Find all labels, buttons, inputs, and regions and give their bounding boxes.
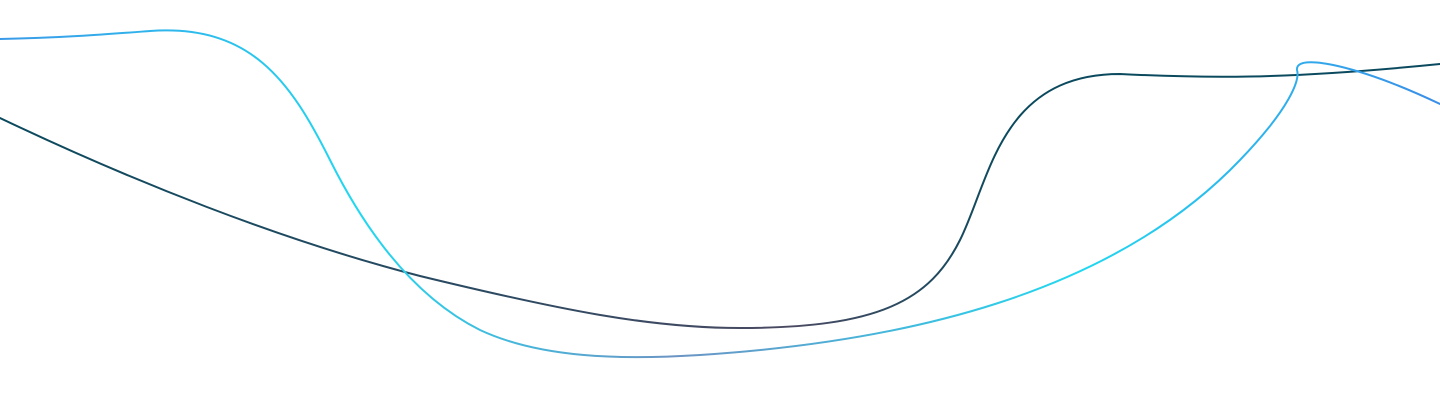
cyan-wave-curve [0,29,1440,359]
dark-wave-curve [0,63,1440,329]
